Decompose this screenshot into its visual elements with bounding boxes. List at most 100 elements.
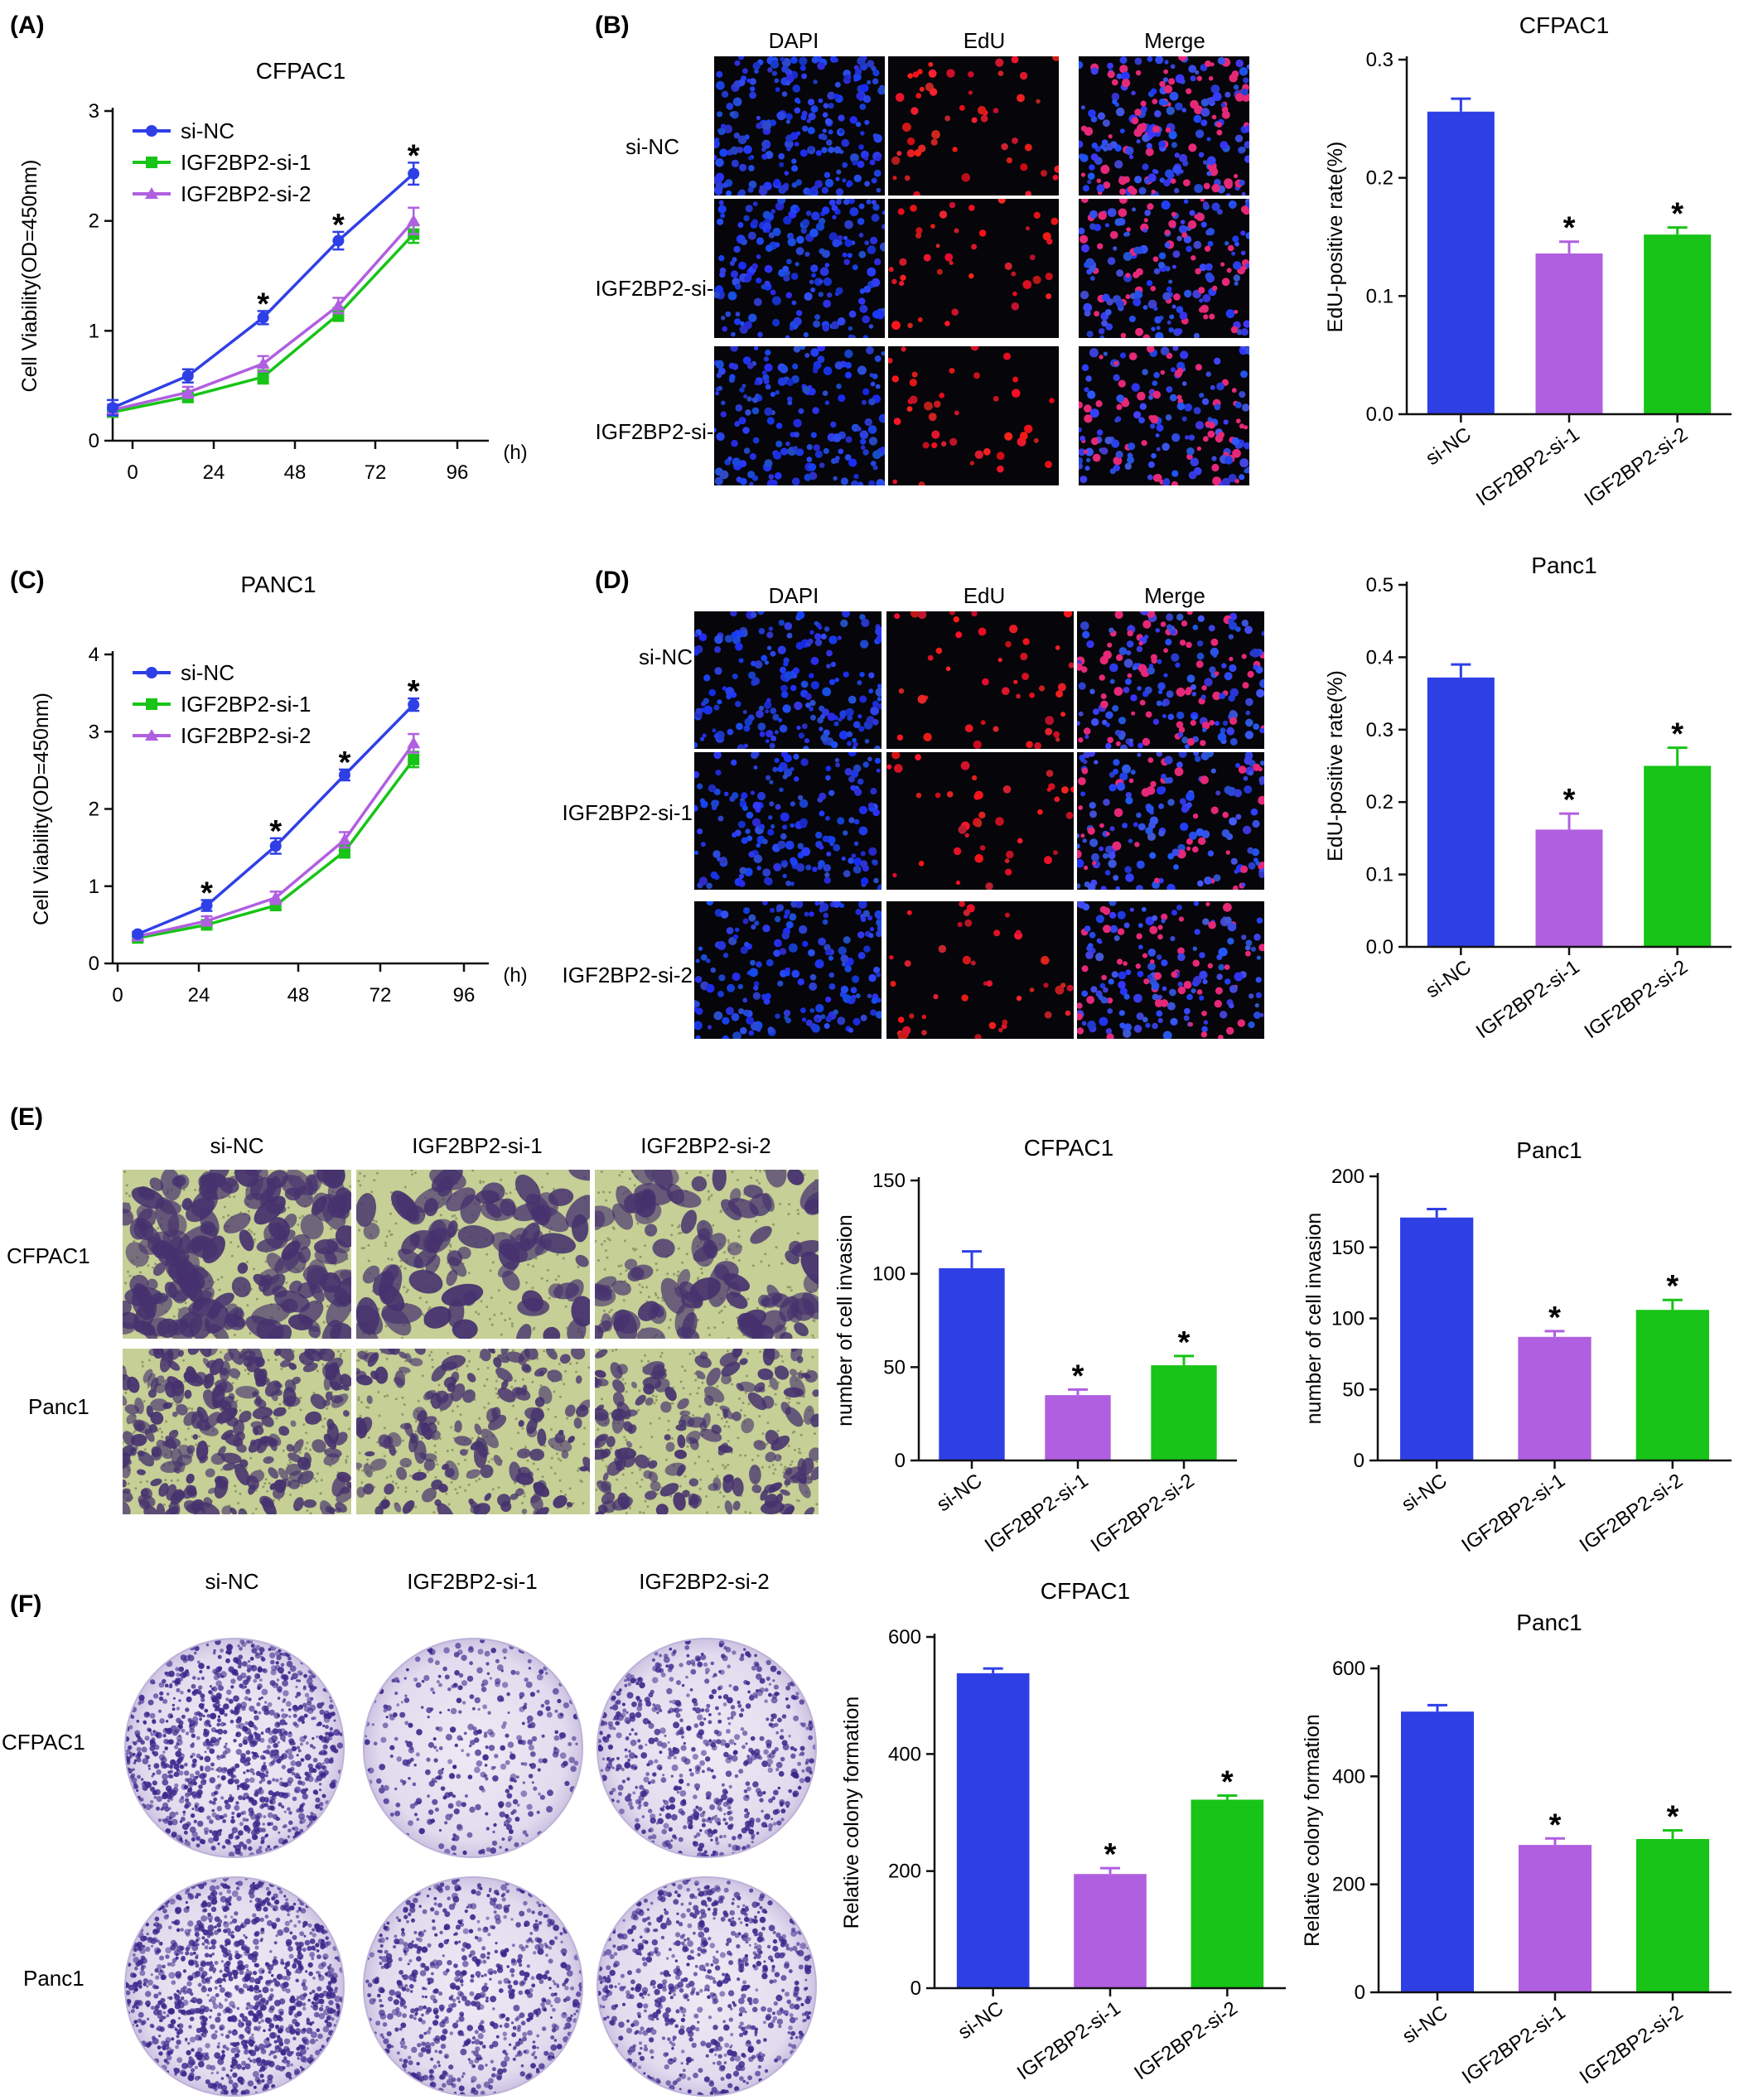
nucleus-dot [1208,75,1214,81]
nucleus-dot [1207,963,1214,969]
nucleus-dot [1231,70,1239,78]
nucleus-dot [819,267,829,277]
pore [123,1441,124,1444]
nucleus-dot [1165,639,1172,646]
nucleus-dot [714,476,723,485]
pore [617,1264,621,1267]
nucleus-dot [748,914,756,922]
pore [654,1291,657,1295]
nucleus-dot [910,611,920,618]
nucleus-dot [930,138,938,146]
nucleus-dot [838,717,843,722]
nucleus-dot [1201,722,1210,730]
nucleus-dot [872,204,880,211]
nucleus-dot [861,618,870,628]
pore [601,1459,604,1462]
nucleus-dot [1151,452,1157,459]
nucleus-dot [780,56,785,62]
nucleus-dot [1082,630,1090,639]
nucleus-dot [823,447,829,455]
nucleus-dot [1100,693,1107,699]
nucleus-dot [1198,837,1206,845]
nucleus-dot [872,78,879,84]
nucleus-dot [842,162,848,168]
nucleus-dot [731,331,736,337]
pore [415,1489,418,1493]
pore [157,1227,160,1230]
nucleus-dot [856,426,862,432]
nucleus-dot [775,804,781,810]
pore [639,1255,642,1258]
pore [141,1364,144,1368]
nucleus-dot [694,1007,698,1012]
nucleus-dot [733,245,741,253]
nucleus-dot [1189,210,1195,216]
nucleus-dot [1258,944,1264,952]
nucleus-dot [1210,62,1215,67]
nucleus-dot [1104,437,1113,445]
invaded-cell [276,1349,295,1361]
invaded-cell [669,1190,702,1208]
nucleus-dot [1104,164,1109,170]
nucleus-dot [832,433,842,442]
nucleus-dot [737,630,745,638]
invaded-cell [437,1503,455,1514]
nucleus-dot [1202,160,1208,165]
nucleus-dot [1043,982,1049,988]
nucleus-dot [840,954,849,963]
nucleus-dot [1153,306,1158,311]
nucleus-dot [1077,849,1082,859]
pore [720,1309,723,1312]
nucleus-dot [819,727,824,731]
pore [768,1465,771,1469]
pore [147,1386,150,1389]
nucleus-dot [820,1014,826,1020]
nucleus-dot [1155,331,1164,338]
nucleus-dot [775,904,785,912]
nucleus-dot [752,437,760,444]
pore [374,1220,378,1224]
nucleus-dot [1061,786,1069,794]
pore [671,1437,674,1440]
nucleus-dot [1141,440,1147,447]
pore [125,1184,128,1187]
micrograph-dapi [694,901,882,1039]
nucleus-dot [1151,189,1156,195]
invaded-cell [335,1502,347,1513]
nucleus-dot [844,454,852,461]
nucleus-dot [833,721,839,727]
nucleus-dot [1066,984,1074,992]
nucleus-dot [1246,64,1249,70]
invaded-cell [293,1497,304,1512]
nucleus-dot [1084,466,1090,471]
nucleus-dot [849,207,859,216]
pore [644,1354,647,1357]
nucleus-dot [832,239,841,248]
nucleus-dot [821,708,830,717]
pore [688,1393,692,1396]
invaded-cell [518,1420,524,1427]
pore [701,1381,704,1384]
invaded-cell [431,1479,443,1490]
pore [176,1479,180,1482]
nucleus-dot [1109,678,1115,684]
pore [736,1316,739,1320]
invaded-cell [533,1509,539,1514]
nucleus-dot [875,155,882,162]
nucleus-dot [1002,687,1010,695]
nucleus-dot [928,413,937,422]
nucleus-dot [1083,865,1089,871]
nucleus-dot [1186,792,1195,801]
nucleus-dot [1146,142,1152,149]
nucleus-dot [795,262,799,267]
nucleus-dot [1112,841,1122,851]
nucleus-dot [822,112,828,118]
nucleus-dot [1011,302,1020,311]
nucleus-dot [797,978,804,986]
pore [482,1180,485,1184]
nucleus-dot [1157,689,1163,694]
nucleus-dot [1105,1028,1113,1035]
nucleus-dot [1166,286,1172,292]
pore [360,1481,364,1484]
nucleus-dot [721,316,726,321]
